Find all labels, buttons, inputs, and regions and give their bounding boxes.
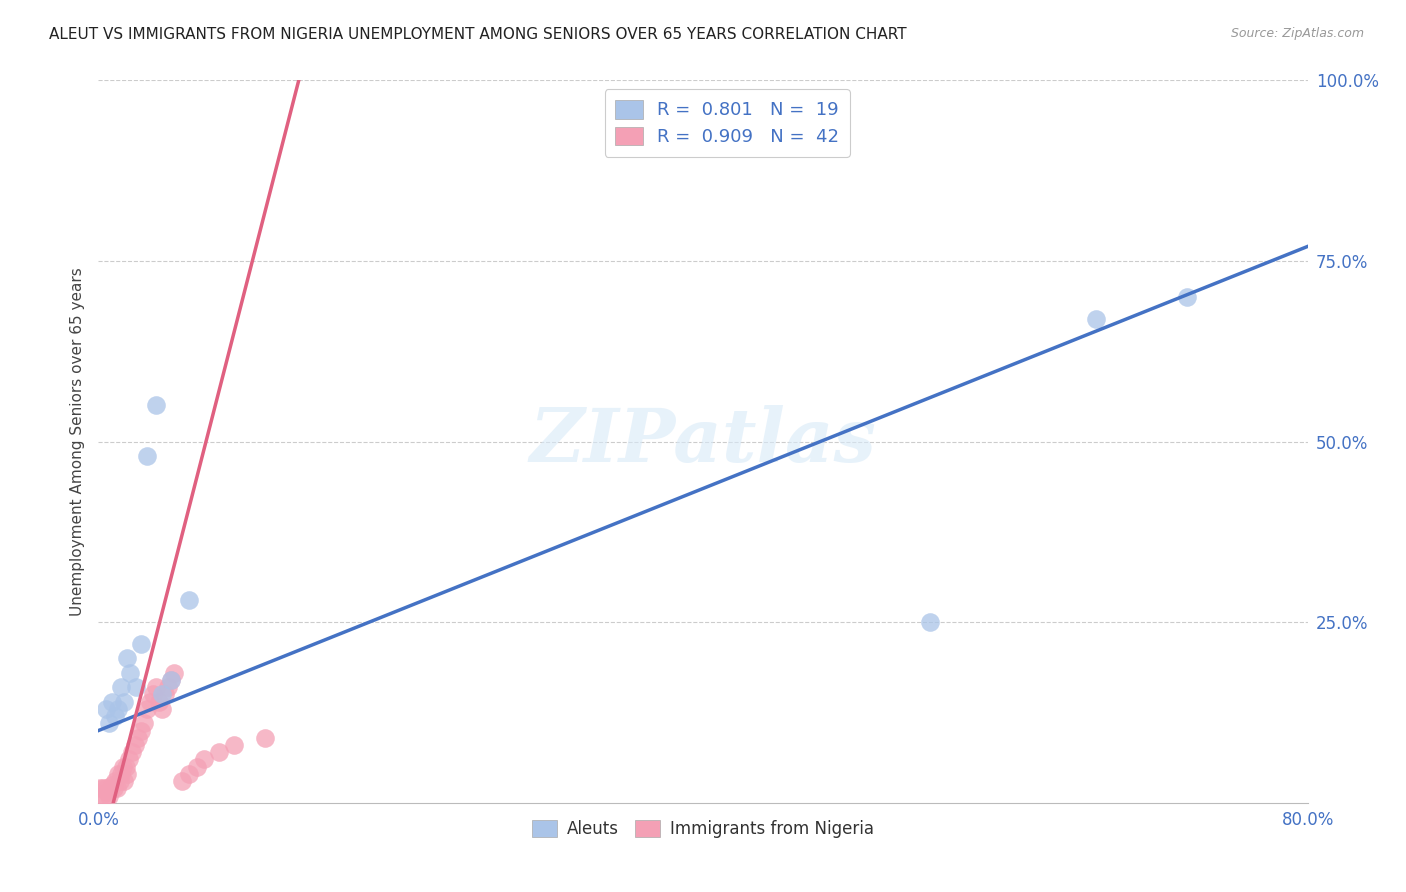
Point: [112, 695, 135, 709]
Point: [121, 745, 143, 759]
Point: [91, 781, 114, 796]
Point: [94, 781, 117, 796]
Point: [135, 449, 157, 463]
Point: [101, 695, 124, 709]
Point: [148, 695, 170, 709]
Point: [104, 774, 127, 789]
Y-axis label: Unemployment Among Seniors over 65 years: Unemployment Among Seniors over 65 years: [69, 268, 84, 615]
Point: [110, 680, 132, 694]
Point: [170, 774, 193, 789]
Point: [145, 398, 167, 412]
Point: [118, 752, 141, 766]
Point: [145, 680, 167, 694]
Point: [186, 760, 208, 774]
Point: [90, 789, 112, 803]
Point: [107, 767, 129, 781]
Point: [142, 687, 165, 701]
Point: [160, 673, 183, 687]
Point: [208, 745, 231, 759]
Point: [101, 778, 124, 792]
Point: [163, 665, 186, 680]
Point: [129, 723, 152, 738]
Point: [120, 665, 142, 680]
Point: [160, 673, 183, 687]
Point: [253, 731, 276, 745]
Point: [94, 702, 117, 716]
Point: [193, 752, 215, 766]
Point: [125, 680, 148, 694]
Point: [224, 738, 246, 752]
Point: [179, 593, 201, 607]
Point: [135, 702, 157, 716]
Point: [124, 738, 146, 752]
Point: [150, 702, 173, 716]
Point: [132, 716, 155, 731]
Point: [115, 767, 138, 781]
Point: [111, 760, 134, 774]
Point: [100, 781, 122, 796]
Point: [112, 774, 135, 789]
Legend: Aleuts, Immigrants from Nigeria: Aleuts, Immigrants from Nigeria: [524, 814, 882, 845]
Point: [104, 709, 127, 723]
Point: [93, 789, 115, 803]
Point: [89, 781, 111, 796]
Point: [107, 702, 129, 716]
Point: [110, 767, 132, 781]
Point: [918, 615, 941, 630]
Point: [129, 637, 152, 651]
Text: ZIPatlas: ZIPatlas: [530, 405, 876, 478]
Point: [114, 760, 136, 774]
Point: [1175, 290, 1198, 304]
Text: Source: ZipAtlas.com: Source: ZipAtlas.com: [1230, 27, 1364, 40]
Point: [98, 716, 121, 731]
Point: [150, 687, 173, 701]
Point: [156, 680, 179, 694]
Point: [96, 785, 118, 799]
Point: [153, 687, 176, 701]
Point: [115, 651, 138, 665]
Point: [105, 781, 128, 796]
Point: [98, 789, 121, 803]
Point: [1085, 311, 1108, 326]
Point: [139, 695, 162, 709]
Point: [108, 774, 131, 789]
Point: [179, 767, 201, 781]
Point: [103, 781, 125, 796]
Text: ALEUT VS IMMIGRANTS FROM NIGERIA UNEMPLOYMENT AMONG SENIORS OVER 65 YEARS CORREL: ALEUT VS IMMIGRANTS FROM NIGERIA UNEMPLO…: [49, 27, 907, 42]
Point: [127, 731, 149, 745]
